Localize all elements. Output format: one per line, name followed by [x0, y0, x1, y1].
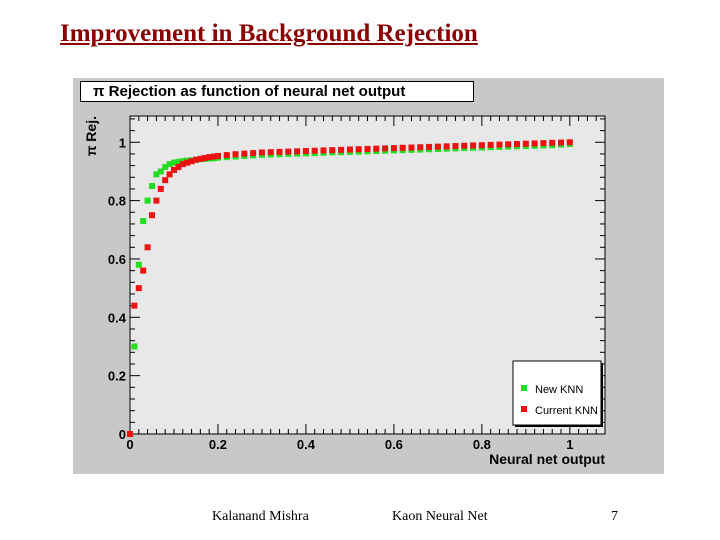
data-point — [170, 166, 177, 173]
x-tick-label: 0.6 — [385, 437, 403, 452]
data-point — [540, 140, 547, 147]
data-point — [478, 142, 485, 149]
data-point — [320, 147, 327, 154]
x-tick-label: 0.4 — [297, 437, 316, 452]
y-tick-label: 0.8 — [108, 194, 126, 209]
data-point — [148, 183, 155, 190]
x-tick-label: 0 — [126, 437, 133, 452]
data-point — [210, 153, 217, 160]
data-point — [140, 218, 147, 225]
data-point — [184, 159, 191, 166]
x-tick-label: 0.8 — [473, 437, 491, 452]
data-point — [157, 185, 164, 192]
data-point — [470, 142, 477, 149]
data-point — [302, 148, 309, 155]
legend-label: Current KNN — [535, 405, 598, 417]
data-point — [329, 147, 336, 154]
data-point — [505, 141, 512, 148]
legend-marker — [521, 385, 527, 391]
data-point — [131, 302, 138, 309]
data-point — [153, 171, 160, 178]
legend-marker — [521, 406, 527, 412]
data-point — [426, 143, 433, 150]
data-point — [549, 139, 556, 146]
data-point — [201, 155, 208, 162]
data-point — [148, 212, 155, 219]
data-point — [162, 164, 169, 171]
data-point — [452, 143, 459, 150]
data-point — [355, 146, 362, 153]
y-tick-label: 0.2 — [108, 369, 126, 384]
data-point — [346, 146, 353, 153]
legend-label: New KNN — [535, 384, 583, 396]
data-point — [162, 177, 169, 184]
data-point — [197, 155, 204, 162]
data-point — [179, 161, 186, 168]
data-point — [250, 150, 257, 157]
data-point — [267, 149, 274, 156]
data-point — [531, 140, 538, 147]
data-point — [192, 156, 199, 163]
page-number: 7 — [611, 509, 618, 524]
data-point — [566, 139, 573, 146]
footer-topic: Kaon Neural Net — [392, 509, 488, 524]
data-point — [514, 141, 521, 148]
data-point — [373, 145, 380, 152]
data-point — [417, 144, 424, 151]
data-point — [496, 141, 503, 148]
data-point — [188, 158, 195, 165]
data-point — [461, 142, 468, 149]
data-point — [364, 145, 371, 152]
legend — [512, 360, 602, 426]
data-point — [408, 144, 415, 151]
y-tick-label: 0.6 — [108, 252, 126, 267]
data-point — [487, 141, 494, 148]
data-point — [157, 168, 164, 175]
data-point — [166, 171, 173, 178]
series-2 — [127, 139, 573, 437]
data-point — [175, 164, 182, 171]
data-point — [170, 159, 177, 166]
y-tick-label: 0.4 — [108, 310, 127, 325]
data-point — [144, 197, 151, 204]
data-point — [285, 148, 292, 155]
data-point — [153, 197, 160, 204]
data-point — [434, 143, 441, 150]
data-point — [232, 151, 239, 158]
data-point — [223, 152, 230, 159]
chart-title: π Rejection as function of neural net ou… — [80, 81, 474, 102]
x-tick-label: 0.2 — [209, 437, 227, 452]
data-point — [311, 147, 318, 154]
data-point — [214, 152, 221, 159]
slide-title: Improvement in Background Rejection — [60, 20, 478, 47]
data-point — [390, 145, 397, 152]
y-axis-label: π Rej. — [83, 116, 99, 156]
data-point — [558, 139, 565, 146]
data-point — [294, 148, 301, 155]
data-point — [443, 143, 450, 150]
data-point — [258, 149, 265, 156]
data-point — [135, 261, 142, 268]
x-axis-label: Neural net output — [489, 451, 605, 467]
data-point — [131, 343, 138, 350]
data-point — [382, 145, 389, 152]
data-point — [166, 161, 173, 168]
data-point — [338, 146, 345, 153]
data-point — [206, 154, 213, 161]
data-point — [127, 431, 133, 437]
data-point — [276, 148, 283, 155]
data-point — [135, 285, 142, 292]
data-point — [175, 158, 182, 165]
x-tick-label: 1 — [566, 437, 573, 452]
data-point — [522, 140, 529, 147]
data-point — [144, 244, 151, 251]
y-tick-label: 0 — [119, 427, 126, 442]
y-tick-label: 1 — [119, 135, 126, 150]
data-point — [140, 267, 147, 274]
data-point — [399, 144, 406, 151]
footer-author: Kalanand Mishra — [212, 509, 309, 524]
data-point — [241, 150, 248, 157]
